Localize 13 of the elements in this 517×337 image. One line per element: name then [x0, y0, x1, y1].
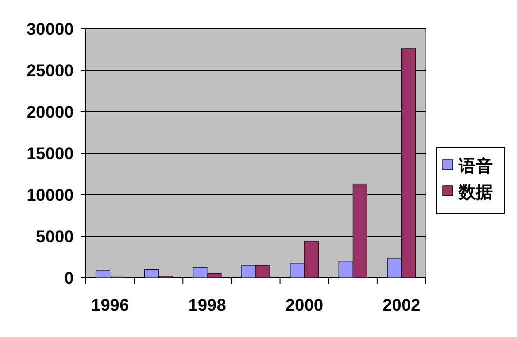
- y-tick-label: 15000: [26, 144, 74, 164]
- y-tick-label: 5000: [36, 228, 74, 246]
- y-tick-label: 0: [64, 269, 74, 288]
- y-tick-label: 30000: [26, 20, 74, 39]
- x-tick-label: 1996: [91, 296, 130, 315]
- legend-label: 语音: [458, 157, 493, 176]
- x-tick-label: 1998: [188, 296, 226, 315]
- y-tick-label: 25000: [26, 62, 74, 80]
- y-tick-label: 10000: [26, 186, 74, 205]
- x-tick-label: 2000: [286, 296, 324, 315]
- x-tick-label: 2002: [382, 296, 421, 315]
- legend-label: 数据: [458, 183, 493, 202]
- y-tick-label: 20000: [26, 103, 74, 122]
